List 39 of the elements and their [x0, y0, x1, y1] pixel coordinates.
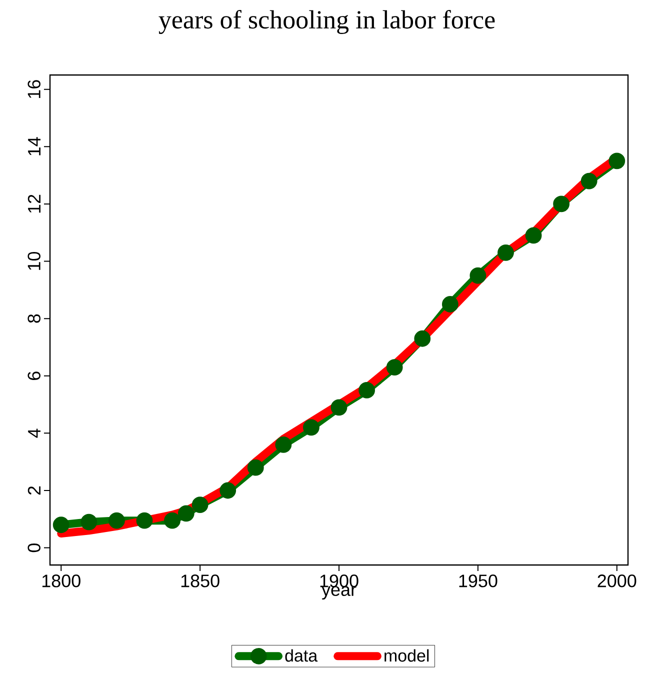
point	[553, 196, 570, 212]
y-tick-label: 16	[28, 80, 40, 98]
point	[192, 496, 208, 514]
y-tick-label: 0	[28, 543, 40, 552]
point	[108, 512, 125, 529]
x-tick-label: 1950	[459, 574, 498, 588]
point	[608, 152, 626, 170]
y-tick-label: 6	[28, 372, 40, 380]
x-tick-label: 1900	[320, 574, 358, 588]
point	[52, 516, 70, 534]
x-tick-label: 1800	[42, 574, 80, 588]
point	[580, 172, 598, 190]
chart-title: years of schooling in labor force	[158, 10, 495, 34]
point	[442, 296, 458, 312]
point	[178, 505, 194, 522]
y-tick-label: 10	[28, 252, 40, 270]
y-tick-label: 14	[28, 137, 40, 156]
point	[247, 459, 264, 476]
point	[414, 330, 431, 347]
legend-label: data	[285, 649, 318, 662]
y-tick-label: 4	[28, 428, 40, 438]
point	[220, 482, 236, 499]
legend-label: model	[384, 649, 429, 662]
point	[164, 512, 180, 529]
point	[80, 514, 98, 530]
point	[275, 436, 292, 453]
point	[525, 227, 542, 244]
y-tick-label: 2	[28, 486, 40, 495]
point	[303, 419, 320, 436]
point	[386, 359, 403, 376]
x-tick-label: 2000	[598, 574, 636, 588]
y-tick-label: 12	[28, 194, 40, 213]
point	[330, 399, 348, 416]
x-tick-label: 1850	[181, 574, 220, 588]
y-tick-label: 8	[28, 314, 40, 323]
point	[358, 382, 375, 398]
point	[498, 244, 514, 261]
point	[470, 267, 486, 284]
point	[136, 512, 153, 529]
